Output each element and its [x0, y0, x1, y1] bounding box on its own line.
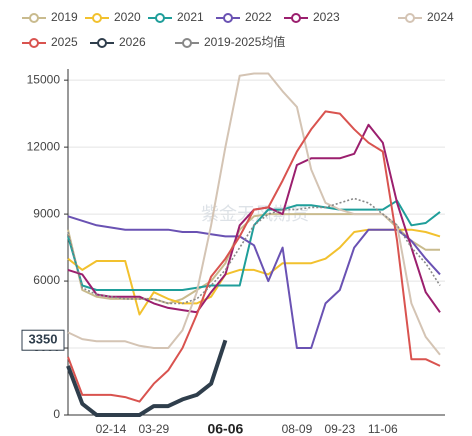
legend-marker	[97, 38, 107, 48]
legend-marker	[92, 13, 102, 23]
series-line	[66, 339, 228, 417]
legend-marker	[223, 13, 233, 23]
legend-item: 2019-2025均值	[175, 34, 285, 49]
y-tick-label: 12000	[27, 139, 61, 153]
legend-item: 2025	[22, 35, 78, 49]
legend-item: 2024	[398, 10, 454, 24]
legend-item: 2023	[284, 10, 340, 24]
legend-marker	[182, 38, 192, 48]
pointer-box	[21, 329, 65, 351]
legend-label: 2021	[177, 10, 204, 24]
y-tick-label: 0	[53, 407, 60, 421]
legend-label: 2024	[427, 10, 454, 24]
legend-item: 2020	[85, 10, 141, 24]
x-tick-label: 09-23	[324, 422, 355, 436]
legend-label: 2019	[51, 10, 78, 24]
x-tick-label: 06-06	[207, 421, 243, 436]
legend-marker	[405, 13, 415, 23]
legend-label: 2026	[119, 35, 146, 49]
legend-item: 2022	[216, 10, 272, 24]
pointer-label: 3350	[29, 332, 58, 347]
series-line	[67, 72, 441, 356]
series-line	[67, 110, 441, 403]
legend-marker	[29, 38, 39, 48]
y-tick-label: 6000	[33, 273, 60, 287]
legend-item: 2019	[22, 10, 78, 24]
legend-label: 2025	[51, 35, 78, 49]
legend-item: 2026	[90, 35, 146, 49]
legend-marker	[155, 13, 165, 23]
series-line	[67, 228, 441, 316]
legend-item: 2021	[148, 10, 204, 24]
x-tick-label: 03-29	[138, 422, 169, 436]
legend-label: 2023	[313, 10, 340, 24]
legend-marker	[291, 13, 301, 23]
x-tick-label: 11-06	[368, 422, 398, 436]
series-line	[67, 197, 441, 305]
legend-label: 2022	[245, 10, 272, 24]
legend-label: 2020	[114, 10, 141, 24]
legend-marker	[29, 13, 39, 23]
y-tick-label: 9000	[33, 206, 60, 220]
x-tick-label: 02-14	[96, 422, 127, 436]
y-tick-label: 15000	[27, 72, 61, 86]
legend-label: 2019-2025均值	[204, 34, 285, 49]
x-tick-label: 08-09	[282, 422, 313, 436]
series-line	[67, 215, 441, 349]
